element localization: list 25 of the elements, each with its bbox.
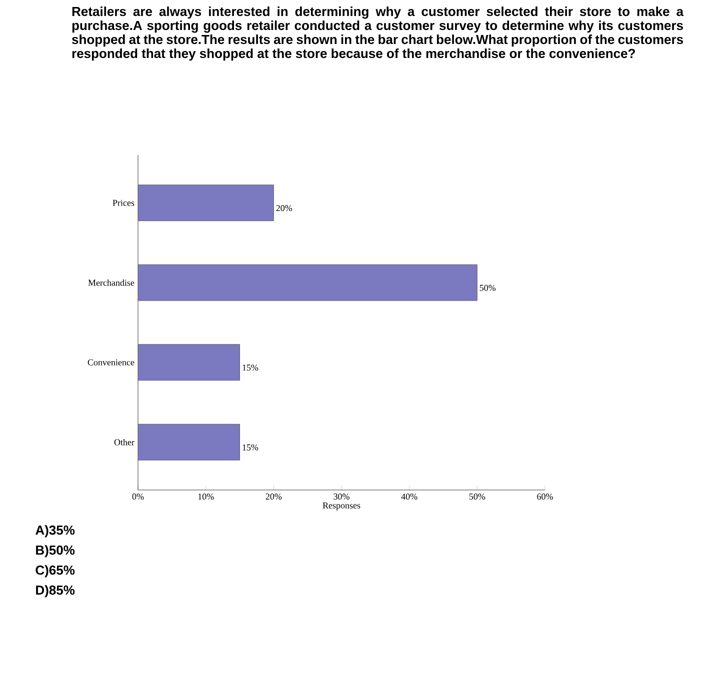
bar [138, 344, 240, 381]
bar [138, 264, 478, 301]
y-tick-label: Convenience [88, 359, 134, 366]
x-tick-label: 20% [266, 494, 282, 500]
bar [138, 424, 240, 460]
x-tick-label: 50% [469, 494, 486, 500]
text: A)35% [36, 525, 75, 538]
chart-title: Retailers are always interested in determining why a customer selected their store to make a purchase.A sporting goods retailer conducted a customer survey to determine why its customers shopped at the store.The results are shown in the bar chart below.What proportion of the customers responded that they shopped at the store because of the merchandise or the convenience? [72, 6, 684, 61]
x-tick-label: 10% [198, 494, 214, 500]
y-tick-label: Prices [112, 200, 134, 206]
y-tick-label: Merchandise [88, 279, 134, 286]
y-tick-label: Other [114, 438, 134, 446]
text: C)65% [36, 565, 75, 578]
x-tick-label: 0% [132, 494, 144, 500]
bar [138, 184, 274, 222]
x-tick-label: 60% [537, 494, 553, 500]
data-label: 15% [242, 444, 258, 450]
data-label: 50% [480, 284, 496, 291]
data-label: 20% [276, 205, 292, 212]
text: B)50% [36, 545, 75, 558]
x-axis-title: Responses [322, 502, 360, 510]
data-label: 15% [242, 364, 258, 371]
text: D)85% [36, 585, 75, 598]
x-tick-label: 40% [401, 494, 418, 500]
x-tick-label: 30% [334, 494, 350, 500]
